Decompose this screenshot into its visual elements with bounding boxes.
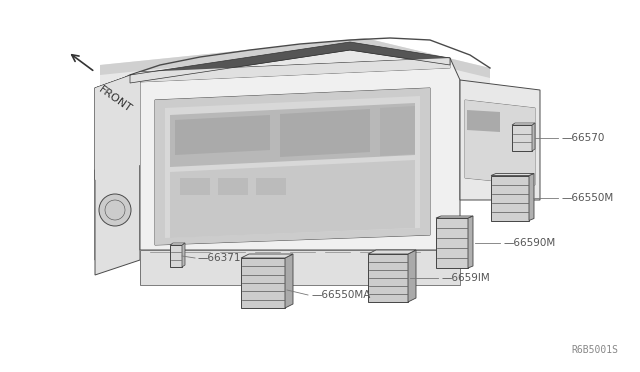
Polygon shape [368,250,416,254]
Text: —66550M: —66550M [561,193,613,203]
Polygon shape [182,243,185,267]
Polygon shape [100,38,490,78]
Polygon shape [165,96,420,238]
Polygon shape [512,125,532,151]
Polygon shape [241,254,293,258]
Polygon shape [140,250,460,285]
Text: —66550MA: —66550MA [311,290,371,300]
Polygon shape [532,123,535,151]
Polygon shape [465,100,535,185]
Polygon shape [180,178,210,195]
Circle shape [99,194,131,226]
Polygon shape [256,178,286,195]
Polygon shape [218,178,248,195]
Text: —66570: —66570 [561,133,604,143]
Polygon shape [408,250,416,302]
Text: —66590M: —66590M [503,238,556,248]
Polygon shape [529,173,534,221]
Text: FRONT: FRONT [97,84,134,114]
Polygon shape [170,160,415,238]
Polygon shape [155,88,430,245]
Polygon shape [512,123,535,125]
Polygon shape [95,155,140,275]
Polygon shape [368,254,408,302]
Text: —6659lM: —6659lM [441,273,490,283]
Polygon shape [467,110,500,132]
Text: R6B5001S: R6B5001S [571,345,618,355]
Polygon shape [95,72,140,260]
Polygon shape [285,254,293,308]
Text: —66371: —66371 [198,253,241,263]
Polygon shape [468,216,473,268]
Polygon shape [241,258,285,308]
Polygon shape [280,109,370,157]
Polygon shape [491,173,534,176]
Polygon shape [436,216,473,218]
Polygon shape [436,218,468,268]
Polygon shape [130,42,450,83]
Polygon shape [140,58,450,82]
Polygon shape [100,38,490,95]
Polygon shape [95,72,140,180]
Polygon shape [175,115,270,155]
Polygon shape [460,80,540,200]
Polygon shape [380,106,415,156]
Polygon shape [140,58,460,250]
Polygon shape [491,176,529,221]
Polygon shape [170,103,415,167]
Polygon shape [170,245,182,267]
Polygon shape [170,243,185,245]
